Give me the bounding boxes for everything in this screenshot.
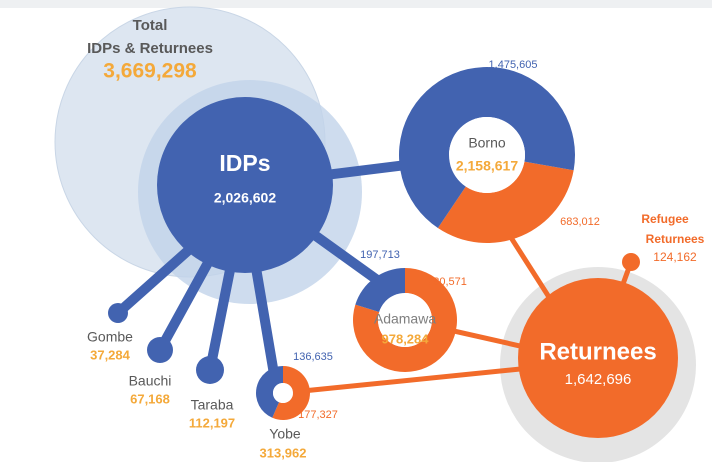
donut-hole bbox=[378, 293, 432, 347]
idps-value-label: 197,713 bbox=[360, 249, 400, 261]
state-name: Taraba bbox=[191, 397, 234, 413]
state-name: Adamawa bbox=[374, 311, 436, 327]
state-name: Yobe bbox=[269, 426, 301, 442]
returnees-value: 1,642,696 bbox=[565, 371, 632, 388]
state-total: 37,284 bbox=[90, 347, 131, 362]
returnees-value-label: 177,327 bbox=[298, 409, 338, 421]
returnees-segment bbox=[437, 161, 574, 243]
returnees-value-label: 780,571 bbox=[427, 276, 467, 288]
idps-segment bbox=[255, 366, 283, 418]
donut-hole bbox=[449, 117, 525, 193]
refugee-line1: Refugee bbox=[641, 212, 689, 226]
gombe-dot bbox=[108, 303, 128, 323]
returnees-segment bbox=[272, 366, 310, 420]
state-name: Gombe bbox=[87, 329, 133, 345]
state-total: 67,168 bbox=[130, 391, 170, 406]
state-total: 313,962 bbox=[260, 445, 307, 460]
state-name: Bauchi bbox=[129, 373, 172, 389]
state-total: 978,284 bbox=[382, 331, 430, 346]
refugee-value: 124,162 bbox=[653, 250, 697, 264]
donut-hole bbox=[273, 383, 293, 403]
refugee-line2: Returnees bbox=[646, 232, 705, 246]
state-name: Borno bbox=[468, 135, 506, 151]
returnees-label: Returnees bbox=[539, 338, 656, 365]
idps-value-label: 136,635 bbox=[293, 351, 333, 363]
total-line2: IDPs & Returnees bbox=[87, 40, 213, 57]
idps-label: IDPs bbox=[219, 150, 270, 176]
idps-circle bbox=[157, 97, 333, 273]
state-total: 2,158,617 bbox=[456, 158, 518, 174]
returnees-value-label: 683,012 bbox=[560, 216, 600, 228]
bauchi-dot bbox=[147, 337, 173, 363]
donuts bbox=[255, 66, 575, 420]
idps-segment bbox=[399, 66, 575, 229]
top-band bbox=[0, 0, 712, 8]
taraba-dot bbox=[196, 356, 224, 384]
idps-segment bbox=[355, 268, 405, 312]
refugee-dot bbox=[622, 253, 640, 271]
returnees-segment bbox=[352, 268, 457, 373]
total-value: 3,669,298 bbox=[103, 60, 197, 83]
total-line1: Total bbox=[133, 17, 168, 34]
idps-value: 2,026,602 bbox=[214, 190, 276, 206]
state-total: 112,197 bbox=[189, 415, 235, 430]
idps-value-label: 1,475,605 bbox=[489, 59, 538, 71]
returnees-circle bbox=[518, 278, 678, 438]
